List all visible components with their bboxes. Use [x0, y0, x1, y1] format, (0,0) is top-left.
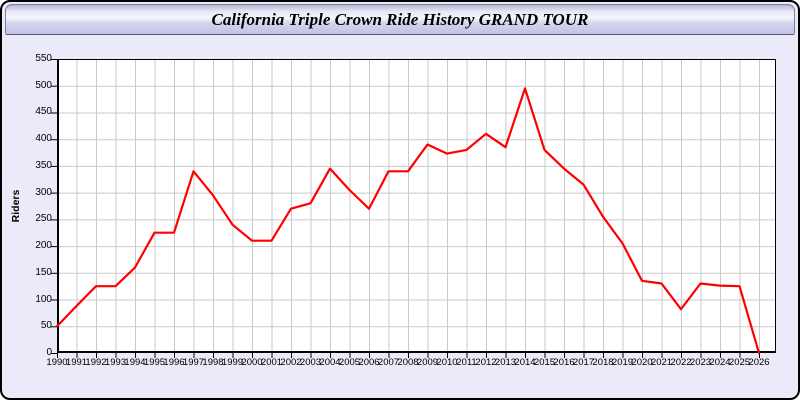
riders-line-chart [51, 59, 776, 358]
chart-title: California Triple Crown Ride History GRA… [211, 9, 589, 29]
y-axis-title: Riders [10, 189, 22, 223]
title-bar: California Triple Crown Ride History GRA… [5, 4, 795, 35]
